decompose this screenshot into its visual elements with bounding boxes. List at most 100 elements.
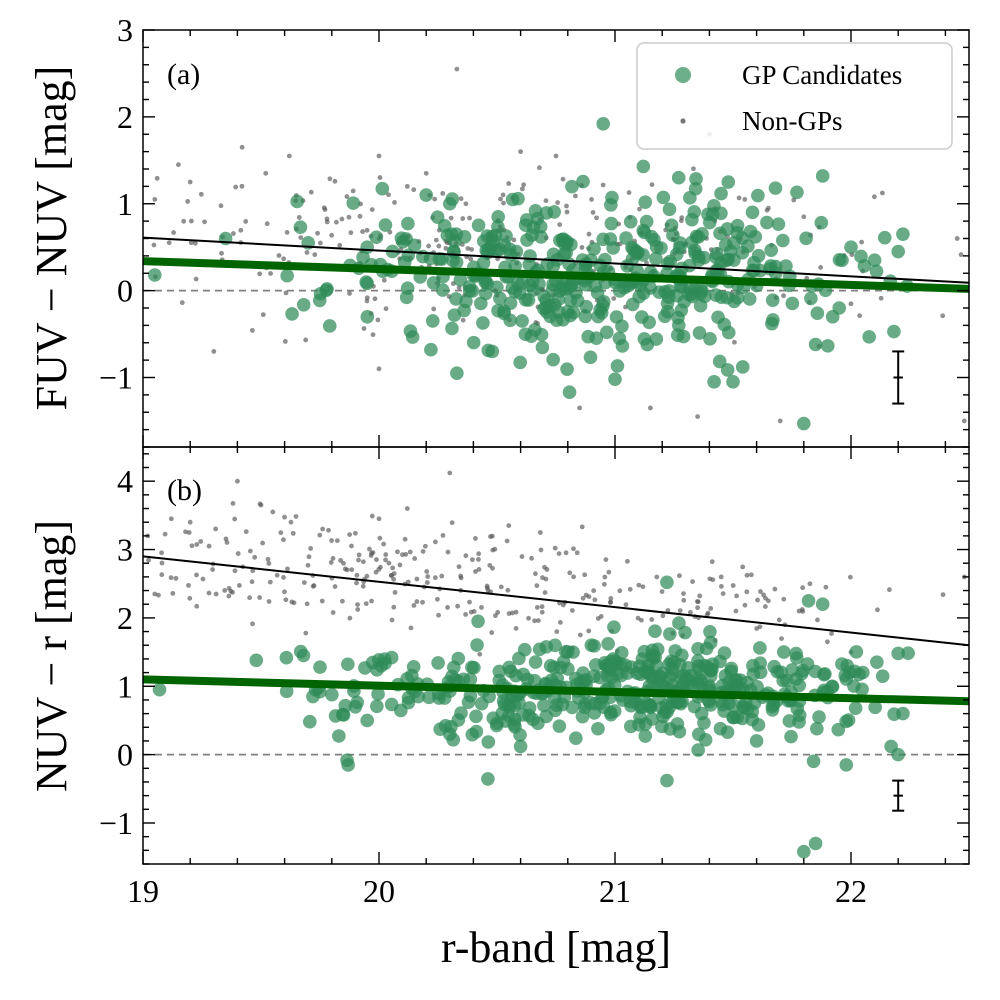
nongp-point bbox=[443, 245, 449, 251]
gp-point bbox=[635, 310, 649, 324]
gp-point bbox=[815, 597, 830, 612]
gp-point bbox=[443, 196, 457, 211]
nongp-point bbox=[332, 584, 338, 589]
gp-point bbox=[296, 297, 311, 312]
gp-point bbox=[526, 712, 540, 727]
gp-point bbox=[435, 252, 449, 266]
nongp-point bbox=[887, 587, 892, 593]
nongp-point bbox=[283, 290, 289, 296]
nongp-point bbox=[339, 216, 345, 222]
gp-point bbox=[432, 691, 446, 705]
nongp-point bbox=[471, 609, 477, 614]
nongp-point bbox=[740, 564, 746, 570]
nongp-point bbox=[152, 591, 158, 597]
nongp-point bbox=[308, 546, 314, 551]
y-tick-labels: −1 0 1 2 3 4 bbox=[99, 463, 133, 841]
gp-point bbox=[348, 699, 363, 714]
nongp-point bbox=[961, 418, 967, 424]
nongp-point bbox=[607, 600, 613, 605]
gp-point bbox=[638, 195, 653, 209]
gp-point bbox=[445, 321, 459, 336]
nongp-point bbox=[586, 231, 592, 237]
gp-point bbox=[457, 303, 471, 318]
nongp-point bbox=[354, 572, 360, 578]
nongp-point bbox=[791, 197, 797, 203]
nongp-point bbox=[352, 530, 358, 536]
nongp-point bbox=[732, 339, 737, 345]
nongp-point bbox=[718, 574, 724, 580]
nongp-point bbox=[681, 597, 687, 603]
nongp-point bbox=[484, 583, 490, 589]
gp-point bbox=[471, 218, 486, 233]
nongp-point bbox=[301, 580, 307, 585]
gp-point bbox=[507, 717, 521, 732]
gp-point bbox=[808, 337, 823, 352]
gp-point bbox=[869, 264, 884, 279]
nongp-point bbox=[355, 602, 360, 608]
gp-point bbox=[508, 259, 522, 273]
nongp-point bbox=[281, 537, 286, 543]
gp-point bbox=[426, 276, 441, 290]
nongp-point bbox=[859, 239, 865, 245]
nongp-point bbox=[539, 604, 545, 610]
gp-point bbox=[832, 301, 846, 315]
nongp-point bbox=[445, 605, 450, 610]
y-axis-label: FUV − NUV [mag] bbox=[27, 66, 76, 411]
nongp-point bbox=[606, 569, 612, 575]
nongp-point bbox=[386, 560, 392, 566]
gp-point bbox=[745, 205, 760, 220]
nongp-point bbox=[544, 567, 550, 572]
nongp-point bbox=[219, 250, 224, 256]
nongp-point bbox=[414, 599, 420, 604]
nongp-point bbox=[695, 599, 701, 605]
gp-point bbox=[584, 638, 599, 653]
gp-point bbox=[632, 289, 646, 304]
gp-point bbox=[765, 316, 779, 331]
gp-point bbox=[569, 731, 583, 746]
gp-point bbox=[672, 616, 686, 630]
gp-point bbox=[779, 259, 793, 273]
gp-point bbox=[799, 231, 813, 246]
nongp-point bbox=[456, 564, 462, 570]
gp-point bbox=[485, 344, 500, 359]
gp-point bbox=[670, 328, 685, 343]
nongp-point bbox=[264, 221, 270, 227]
nongp-point bbox=[463, 612, 469, 617]
gp-point bbox=[599, 658, 613, 673]
gp-point bbox=[576, 174, 590, 189]
gp-point bbox=[570, 293, 585, 308]
nongp-point bbox=[308, 189, 314, 195]
gp-point bbox=[743, 224, 758, 239]
nongp-point bbox=[763, 604, 768, 609]
gp-point bbox=[751, 248, 766, 263]
nongp-point bbox=[498, 196, 503, 202]
nongp-point bbox=[718, 584, 724, 589]
nongp-point bbox=[757, 624, 763, 630]
gp-point bbox=[675, 648, 689, 663]
nongp-point bbox=[533, 571, 538, 577]
gp-point bbox=[249, 653, 264, 668]
nongp-point bbox=[420, 599, 425, 605]
nongp-point bbox=[247, 548, 253, 554]
gp-point bbox=[476, 316, 490, 330]
nongp-point bbox=[226, 593, 232, 599]
nongp-point bbox=[296, 215, 302, 220]
nongp-point bbox=[168, 575, 174, 581]
nongp-point bbox=[526, 615, 531, 621]
gp-point bbox=[591, 721, 605, 736]
nongp-point bbox=[381, 277, 387, 283]
nongp-point bbox=[348, 230, 354, 236]
nongp-point bbox=[173, 575, 179, 581]
gp-point bbox=[375, 181, 390, 196]
nongp-point bbox=[742, 197, 748, 202]
nongp-point bbox=[476, 556, 481, 562]
gp-point bbox=[646, 669, 660, 683]
gp-point bbox=[481, 772, 495, 786]
nongp-point bbox=[586, 594, 592, 600]
gp-point bbox=[558, 644, 573, 659]
gp-point bbox=[854, 249, 868, 264]
gp-point bbox=[670, 717, 685, 731]
nongp-point bbox=[389, 617, 395, 623]
gp-point bbox=[435, 283, 450, 297]
nongp-point bbox=[159, 572, 165, 578]
